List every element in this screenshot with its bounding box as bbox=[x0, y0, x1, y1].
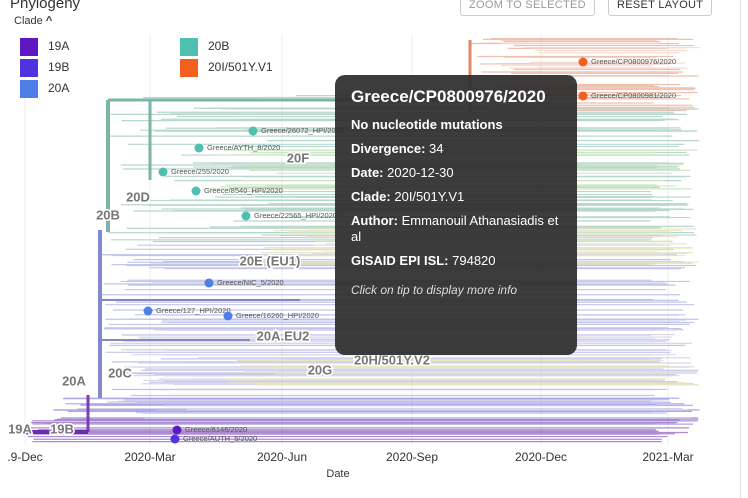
field-label: Author: bbox=[351, 213, 398, 228]
tip[interactable] bbox=[170, 434, 180, 444]
field-label: GISAID EPI ISL: bbox=[351, 253, 449, 268]
legend-swatch[interactable] bbox=[20, 59, 38, 77]
legend-swatch[interactable] bbox=[20, 38, 38, 56]
x-axis-label: Date bbox=[326, 468, 349, 480]
legend-label: 20I/501Y.V1 bbox=[208, 60, 273, 74]
zoom-button[interactable]: ZOOM TO SELECTED bbox=[460, 0, 595, 16]
legend-swatch[interactable] bbox=[180, 38, 198, 56]
tip-label: Greece/AYTH_8/2020 bbox=[207, 143, 280, 152]
tooltip-field: Divergence: 34 bbox=[351, 141, 561, 157]
tip[interactable] bbox=[578, 57, 588, 67]
panel-title: Phylogeny bbox=[10, 0, 81, 12]
tip-label: Greece/6146/2020 bbox=[185, 425, 247, 434]
field-value: 2020-12-30 bbox=[387, 165, 454, 180]
tip[interactable] bbox=[223, 311, 233, 321]
tip-label: Greece/127_HPI/2020 bbox=[156, 306, 231, 315]
tooltip-hint: Click on tip to display more info bbox=[351, 283, 518, 297]
tip-label: Greece/8540_HPI/2020 bbox=[204, 186, 283, 195]
legend-swatch[interactable] bbox=[20, 80, 38, 98]
clade-label: 20F bbox=[287, 150, 309, 165]
tooltip: Greece/CP0800976/2020 No nucleotide muta… bbox=[335, 75, 577, 355]
tip-label: Greece/NIC_5/2020 bbox=[217, 278, 284, 287]
tip-label: Greece/16260_HPI/2020 bbox=[236, 311, 319, 320]
clade-label: 19B bbox=[50, 421, 74, 436]
tooltip-mutations: No nucleotide mutations bbox=[351, 117, 503, 132]
tip-label: Greece/255/2020 bbox=[171, 167, 229, 176]
field-value: 794820 bbox=[452, 253, 496, 268]
clade-label: 20A bbox=[62, 373, 86, 388]
tip[interactable] bbox=[194, 143, 204, 153]
reset-button[interactable]: RESET LAYOUT bbox=[608, 0, 713, 16]
field-label: Divergence: bbox=[351, 141, 426, 156]
tip[interactable] bbox=[241, 211, 251, 221]
field-value: 20I/501Y.V1 bbox=[394, 189, 465, 204]
clade-label: 20B bbox=[96, 207, 120, 222]
tip[interactable] bbox=[204, 278, 214, 288]
tooltip-field: GISAID EPI ISL: 794820 bbox=[351, 253, 561, 269]
clade-label: 20A.EU2 bbox=[257, 328, 310, 343]
field-value: 34 bbox=[429, 141, 444, 156]
tip[interactable] bbox=[172, 425, 182, 435]
tip[interactable] bbox=[143, 306, 153, 316]
x-tick-label: 2020-Jun bbox=[257, 450, 307, 464]
tip-label: Greece/CP0800981/2020 bbox=[591, 91, 676, 100]
x-tick-label: 2021-Mar bbox=[642, 450, 693, 464]
legend-label: 20B bbox=[208, 39, 229, 53]
legend-swatch[interactable] bbox=[180, 59, 198, 77]
field-label: Date: bbox=[351, 165, 384, 180]
field-label: Clade: bbox=[351, 189, 391, 204]
tip[interactable] bbox=[158, 167, 168, 177]
tooltip-title: Greece/CP0800976/2020 bbox=[351, 87, 546, 106]
tip[interactable] bbox=[578, 91, 588, 101]
clade-label: 20C bbox=[108, 365, 132, 380]
legend-label: 19A bbox=[48, 39, 69, 53]
tip-label: Greece/22565_HPI/2020 bbox=[254, 211, 337, 220]
tooltip-field: Date: 2020-12-30 bbox=[351, 165, 561, 181]
tooltip-field: Author: Emmanouil Athanasiadis et al bbox=[351, 213, 561, 245]
tip-label: Greece/CP0800976/2020 bbox=[591, 57, 676, 66]
field-value: Emmanouil Athanasiadis et al bbox=[351, 213, 559, 244]
legend-title-box[interactable]: Clade ^ bbox=[14, 15, 53, 27]
clade-label: 20D bbox=[126, 189, 150, 204]
tip-label: Greece/26072_HPI/2020 bbox=[261, 126, 344, 135]
legend-title: Clade bbox=[14, 15, 43, 27]
tip[interactable] bbox=[248, 126, 258, 136]
tip[interactable] bbox=[191, 186, 201, 196]
x-tick-label: 2020-Mar bbox=[124, 450, 175, 464]
legend-label: 19B bbox=[48, 60, 69, 74]
clade-label: 20E (EU1) bbox=[240, 253, 301, 268]
clade-label: 20H/501Y.V2 bbox=[354, 352, 430, 367]
x-tick-label: 2020-Dec bbox=[515, 450, 567, 464]
clade-label: 19A bbox=[8, 421, 32, 436]
divider bbox=[740, 0, 741, 498]
tooltip-field: Clade: 20I/501Y.V1 bbox=[351, 189, 561, 205]
x-tick-label: .9-Dec bbox=[7, 450, 42, 464]
x-tick-label: 2020-Sep bbox=[386, 450, 438, 464]
legend-label: 20A bbox=[48, 81, 69, 95]
clade-label: 20G bbox=[308, 362, 333, 377]
tip-label: Greece/AUTH_5/2020 bbox=[183, 434, 257, 443]
